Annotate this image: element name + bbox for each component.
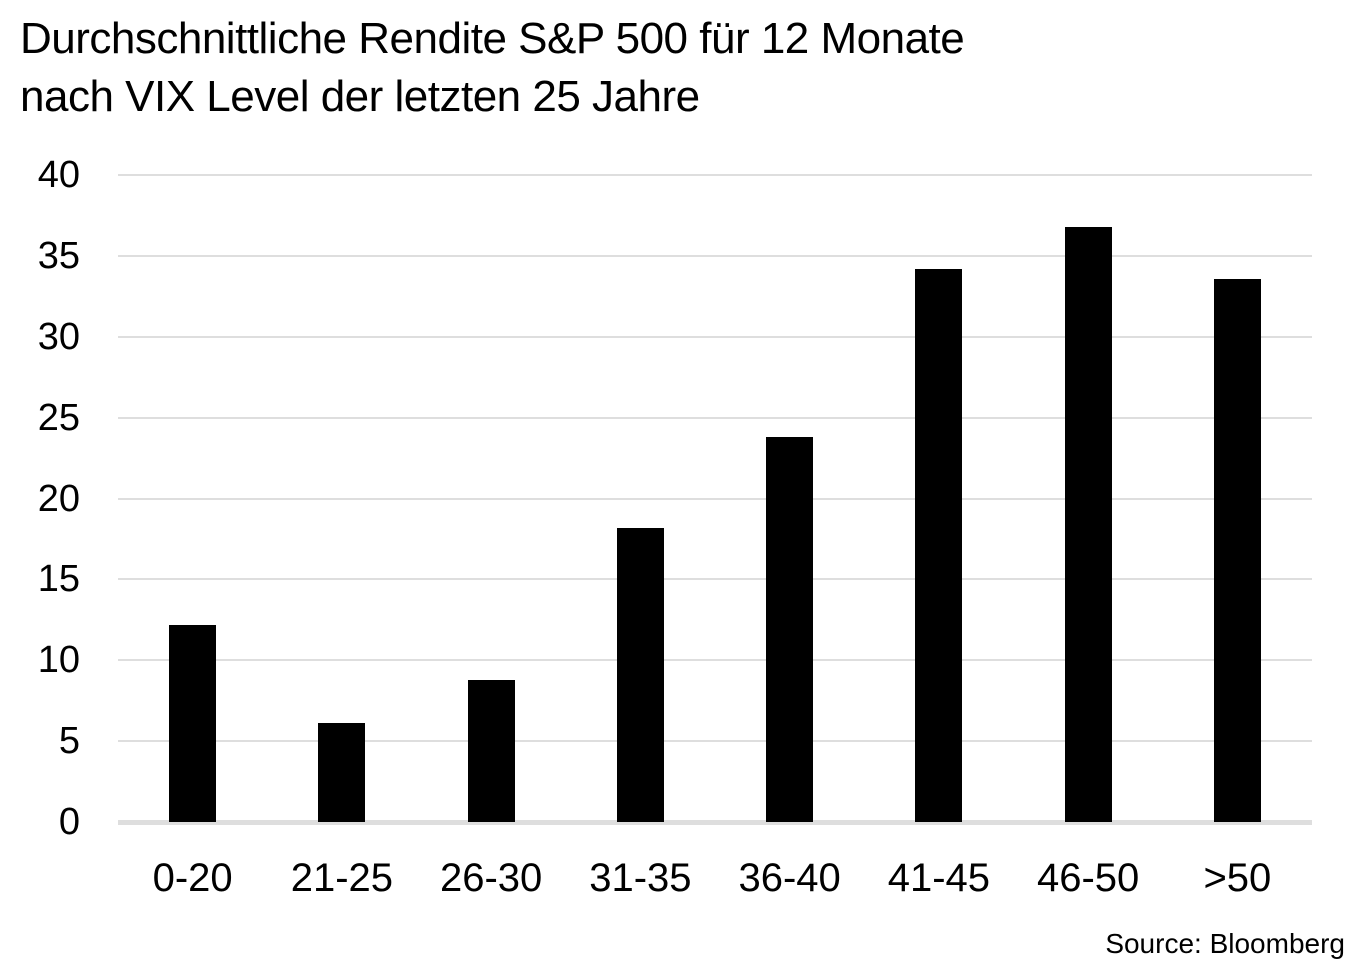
chart-title-line2: nach VIX Level der letzten 25 Jahre bbox=[20, 72, 700, 121]
x-tick-label: 0-20 bbox=[152, 856, 233, 900]
bar-1 bbox=[318, 723, 366, 822]
x-tick-label: 46-50 bbox=[1036, 856, 1140, 900]
gridline bbox=[118, 254, 1312, 257]
gridline bbox=[118, 416, 1312, 419]
y-tick-label: 40 bbox=[37, 154, 80, 196]
gridline bbox=[118, 578, 1312, 581]
y-tick-label: 30 bbox=[37, 315, 80, 358]
y-tick-label: 35 bbox=[37, 234, 80, 277]
y-tick-label: 0 bbox=[58, 801, 80, 843]
x-tick-label: 26-30 bbox=[439, 856, 543, 900]
gridline bbox=[118, 497, 1312, 500]
y-tick-label: 10 bbox=[37, 639, 80, 682]
y-tick-label: 20 bbox=[37, 477, 80, 520]
gridline bbox=[118, 174, 1312, 176]
source-credit: Source: Bloomberg bbox=[1105, 928, 1345, 959]
bar-3 bbox=[616, 527, 664, 822]
gridline bbox=[118, 335, 1312, 338]
y-tick-label: 5 bbox=[58, 720, 80, 763]
gridline bbox=[118, 659, 1312, 662]
bar-7 bbox=[1213, 278, 1261, 822]
gridline bbox=[118, 740, 1312, 743]
y-tick-label: 15 bbox=[37, 558, 80, 601]
bar-0 bbox=[169, 624, 217, 822]
x-tick-label: 41-45 bbox=[887, 856, 991, 900]
x-tick-label: >50 bbox=[1203, 856, 1272, 900]
bar-4 bbox=[766, 437, 814, 822]
x-axis-line bbox=[118, 820, 1312, 825]
plot-area bbox=[118, 174, 1312, 825]
x-tick-label: 36-40 bbox=[738, 856, 841, 900]
x-tick-label: 31-35 bbox=[589, 856, 692, 900]
x-tick-label: 21-25 bbox=[290, 856, 394, 900]
bar-6 bbox=[1064, 226, 1112, 822]
bar-2 bbox=[467, 679, 515, 822]
y-tick-label: 25 bbox=[37, 396, 80, 439]
bar-5 bbox=[915, 268, 963, 822]
chart-title-line1: Durchschnittliche Rendite S&P 500 für 12… bbox=[20, 14, 965, 63]
chart-title: Durchschnittliche Rendite S&P 500 für 12… bbox=[20, 10, 965, 126]
